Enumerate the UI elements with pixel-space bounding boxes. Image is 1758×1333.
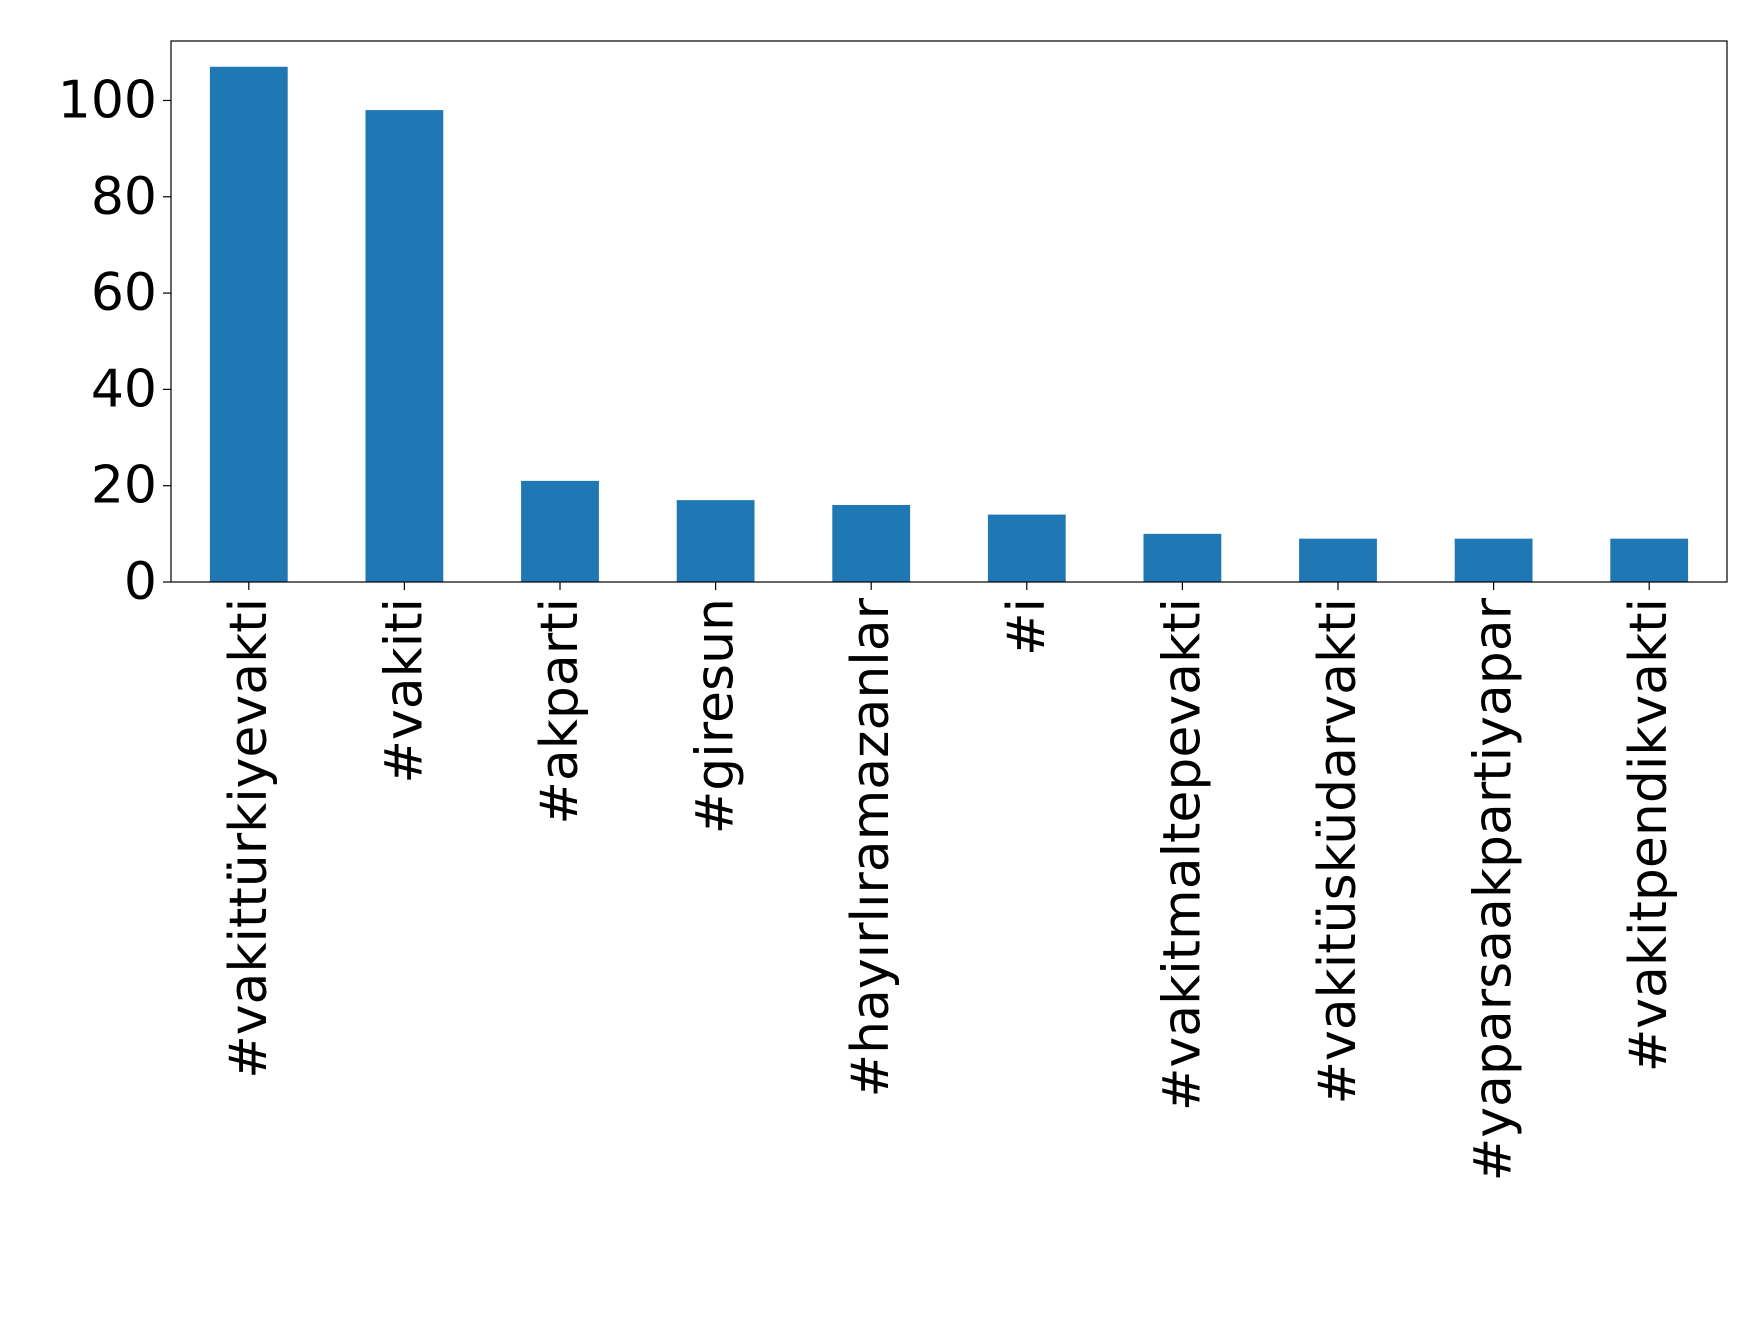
bar-7 <box>1299 538 1377 582</box>
x-tick-label-8: #yaparsaakpartiyapar <box>1464 597 1524 1181</box>
bar-0 <box>209 66 288 582</box>
x-tick-label-6: #vakitmaltepevakti <box>1152 598 1212 1111</box>
axes-layer <box>170 40 1728 583</box>
y-tick-label-3: 60 <box>91 263 157 323</box>
y-tick-label-5: 100 <box>58 70 157 130</box>
bar-4 <box>832 504 911 582</box>
y-tick-label-0: 0 <box>124 552 157 612</box>
bar-3 <box>676 500 755 582</box>
bar-1 <box>365 110 444 582</box>
x-tick-label-2: #akparti <box>530 598 590 825</box>
y-tick-label-4: 80 <box>91 167 157 227</box>
plot-frame <box>170 40 1728 583</box>
y-tick-label-1: 20 <box>91 456 157 516</box>
x-tick-label-0: #vakittürkiyevakti <box>219 598 279 1079</box>
bar-2 <box>521 480 599 582</box>
bars-layer <box>209 66 1689 582</box>
ticks-layer: 0 20 40 60 80 100 #vakittürkiyevakti #vakiti #ak… <box>58 70 1679 1181</box>
bar-9 <box>1610 538 1689 582</box>
x-tick-label-3: #giresun <box>686 598 746 834</box>
x-tick-label-7: #vakitüsküdarvakti <box>1308 598 1368 1105</box>
y-tick-label-2: 40 <box>91 359 157 419</box>
bar-8 <box>1454 538 1533 582</box>
x-tick-label-5: #i <box>997 598 1057 656</box>
bar-6 <box>1143 533 1222 582</box>
x-tick-label-9: #vakitpendikvakti <box>1619 598 1679 1072</box>
bar-5 <box>987 514 1066 582</box>
x-tick-label-4: #hayırlıramazanlar <box>841 597 901 1097</box>
x-tick-label-1: #vakiti <box>374 598 434 784</box>
